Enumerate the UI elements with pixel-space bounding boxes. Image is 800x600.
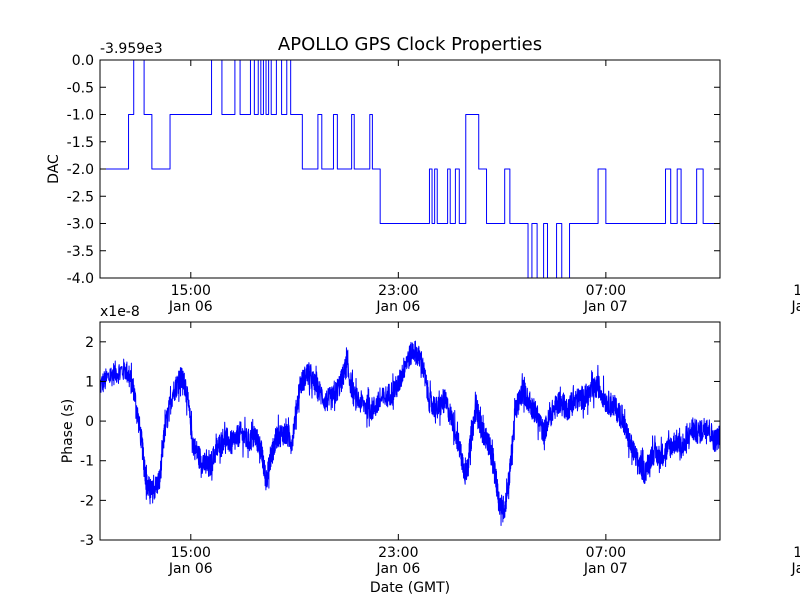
dac-xtick-date: Jan 06: [168, 299, 213, 315]
phase-xtick-time: 15:00: [171, 545, 211, 561]
phase-ytick-label: 1: [85, 374, 94, 390]
phase-x-axis-label: Date (GMT): [370, 580, 450, 596]
phase-y-scale-label: x1e-8: [100, 304, 140, 320]
dac-xtick-date: Jan 06: [375, 299, 420, 315]
phase-xtick-time: 07:00: [586, 545, 626, 561]
phase-xtick-date: Jan 06: [168, 561, 213, 577]
dac-panel: 0.0 -0.5 -1.0 -1.5 -2.0 -2.5 -3.0 -3.5 -4.0 15:0…: [46, 41, 800, 315]
dac-xtick-time: 15:00: [171, 283, 211, 299]
dac-series-line: [100, 60, 720, 278]
dac-ytick-label: -2.0: [67, 162, 94, 178]
dac-ytick-label: -3.5: [67, 244, 94, 260]
phase-ytick-label: -1: [80, 454, 94, 470]
dac-xtick-date: Jan 07: [583, 299, 628, 315]
dac-ytick-label: 0.0: [72, 53, 94, 69]
dac-xtick-time: 15:00: [793, 283, 800, 299]
dac-ytick-label: -4.0: [67, 271, 94, 287]
dac-xtick-time: 07:00: [586, 283, 626, 299]
dac-xtick-time: 23:00: [378, 283, 418, 299]
dac-xtick-date: Jan 07: [790, 299, 800, 315]
phase-y-axis-label: Phase (s): [60, 399, 76, 463]
phase-xtick-date: Jan 07: [790, 561, 800, 577]
dac-ytick-label: -1.5: [67, 135, 94, 151]
dac-ytick-label: -3.0: [67, 217, 94, 233]
phase-xtick-time: 15:00: [793, 545, 800, 561]
phase-series-line: [100, 340, 720, 526]
phase-xtick-date: Jan 07: [583, 561, 628, 577]
chart-title: APOLLO GPS Clock Properties: [278, 34, 542, 55]
dac-ytick-label: -1.0: [67, 108, 94, 124]
phase-ytick-label: 2: [85, 335, 94, 351]
phase-xtick-date: Jan 06: [375, 561, 420, 577]
dac-y-offset-label: -3.959e3: [100, 41, 163, 57]
phase-ytick-label: -2: [80, 493, 94, 509]
phase-ytick-label: 0: [85, 414, 94, 430]
dac-plot-area: [100, 60, 720, 278]
dac-ytick-label: -2.5: [67, 189, 94, 205]
phase-ytick-label: -3: [80, 533, 94, 549]
phase-xtick-time: 23:00: [378, 545, 418, 561]
dac-y-axis-label: DAC: [46, 154, 62, 184]
phase-plot-frame: [99, 321, 721, 541]
dac-ytick-label: -0.5: [67, 80, 94, 96]
